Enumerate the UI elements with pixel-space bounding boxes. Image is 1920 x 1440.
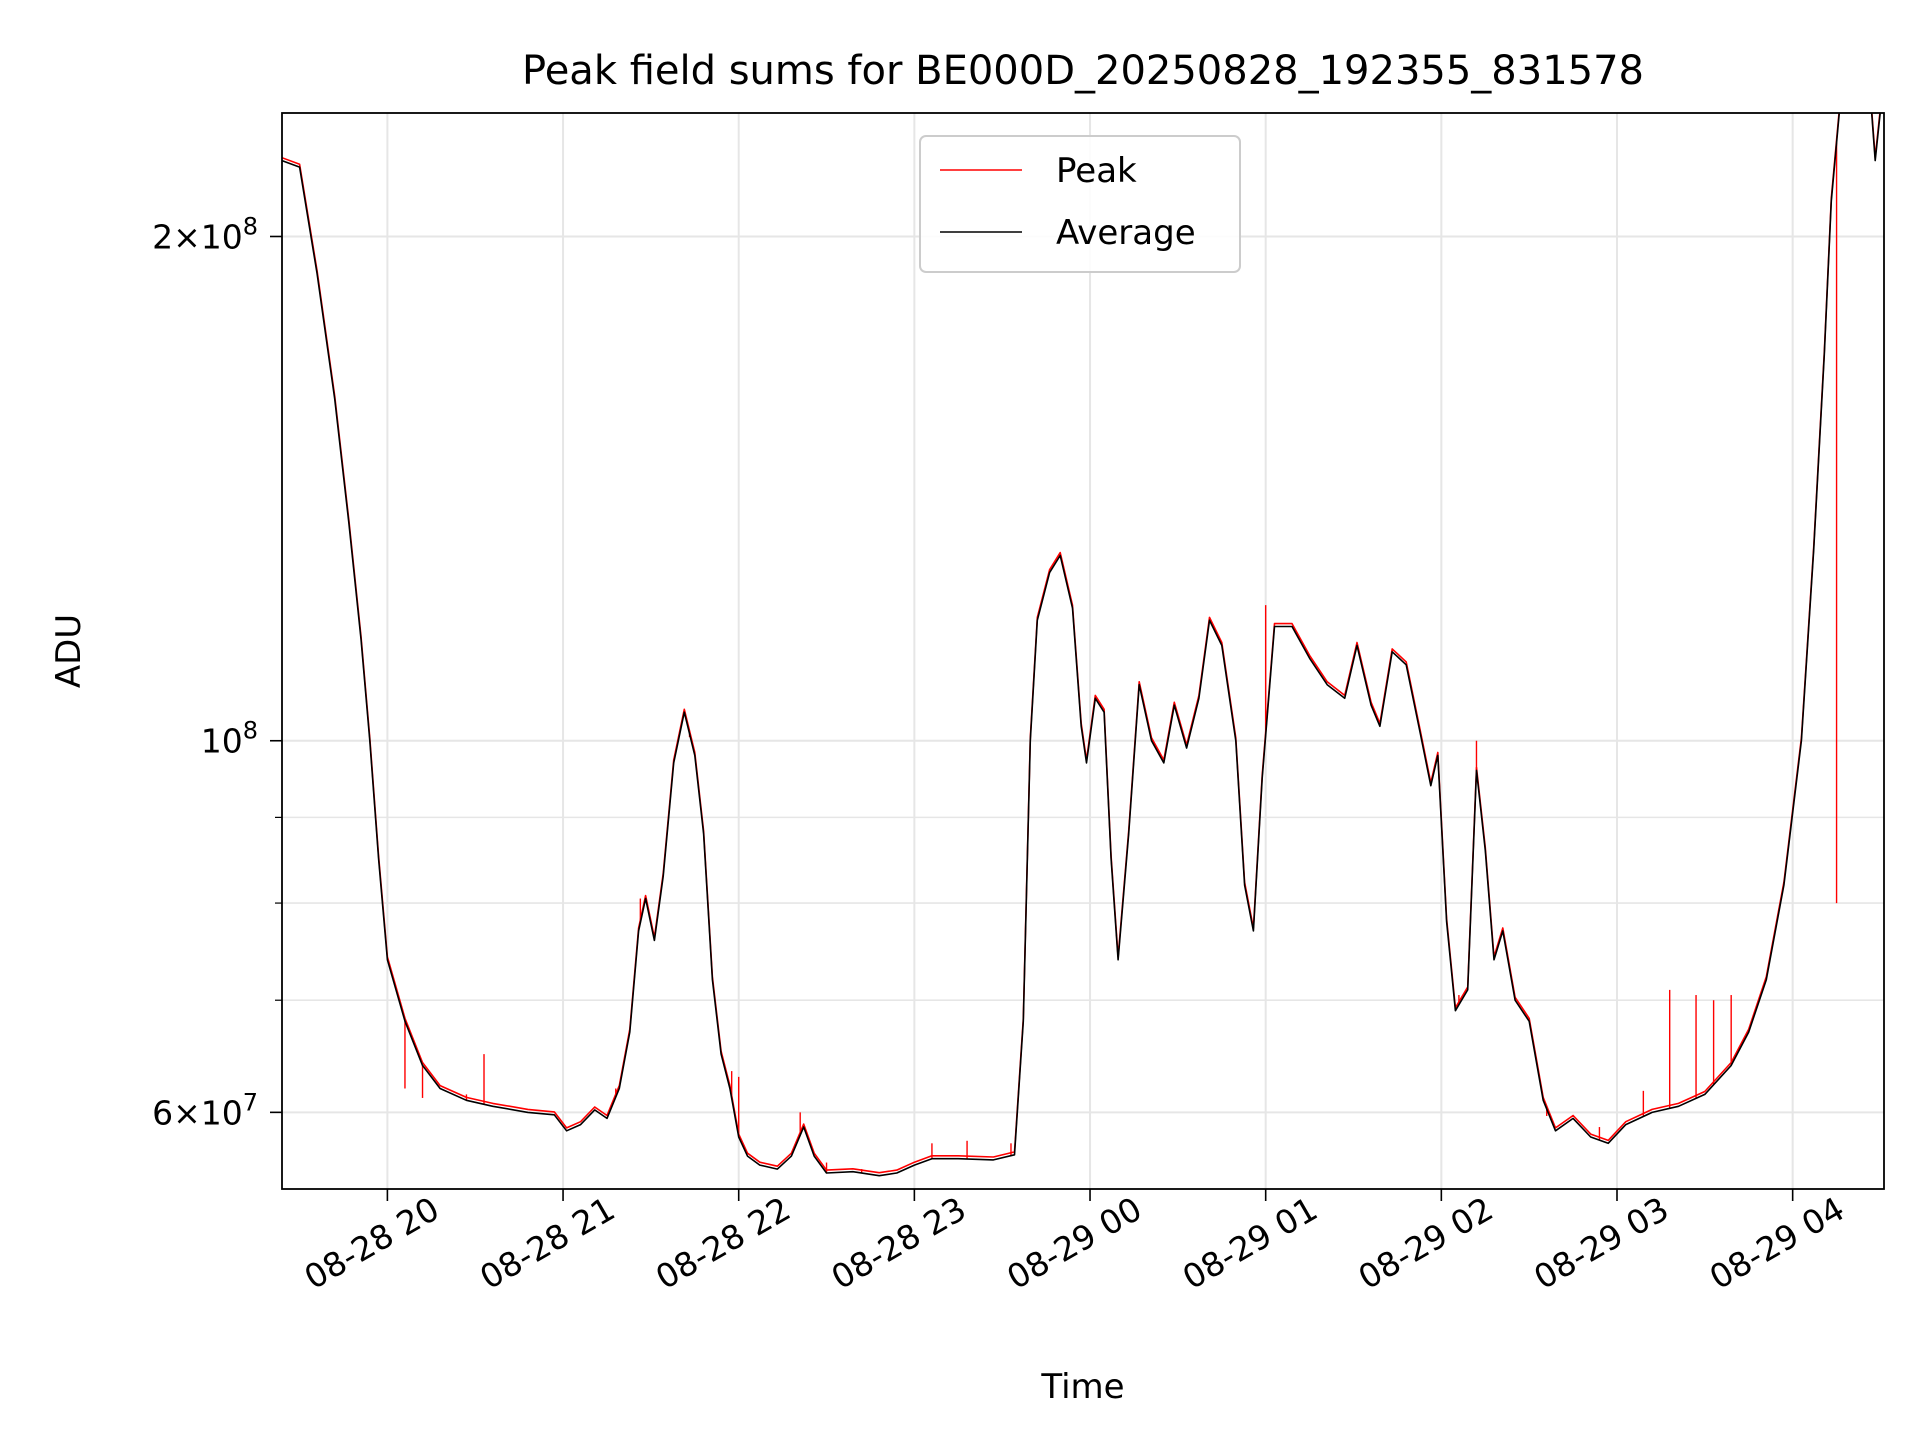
y-tick-label: 6×107 (152, 1088, 258, 1132)
y-axis: 6×107 108 2×108 (152, 212, 282, 1132)
average-series-line (282, 113, 1881, 1177)
legend-average-label: Average (1056, 213, 1196, 253)
plot-frame (281, 112, 1885, 1190)
series-layer (282, 113, 1881, 1177)
legend: Peak Average (919, 135, 1241, 273)
y-axis-label: ADU (49, 614, 89, 688)
legend-peak-label: Peak (1056, 151, 1137, 191)
y-tick-label: 2×108 (152, 212, 258, 256)
chart-title: Peak field sums for BE000D_20250828_1923… (522, 48, 1644, 94)
x-axis-label: Time (1040, 1367, 1124, 1407)
y-tick-label: 108 (201, 717, 258, 761)
